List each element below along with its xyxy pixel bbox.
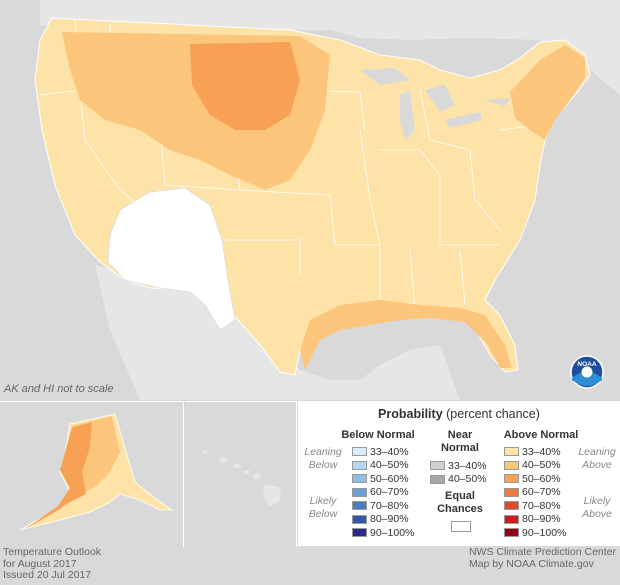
probability-legend: Probability (percent chance) Below Norma…: [298, 401, 620, 546]
footer-caption: Temperature Outlook for August 2017 Issu…: [3, 546, 102, 582]
near-normal-header-line2: Normal: [441, 442, 479, 454]
footer-source: NWS Climate Prediction Center: [468, 546, 616, 558]
below-normal-label: 40–50%: [370, 459, 409, 471]
near-normal-header: Near Normal: [430, 429, 490, 455]
canada-landmass: [40, 0, 620, 95]
above-normal-label: 60–70%: [522, 486, 561, 498]
above-normal-row: 33–40%: [504, 445, 561, 458]
likely-below-label: Likely Below: [302, 495, 344, 521]
below-normal-swatch: [352, 487, 367, 497]
southwest-equal-chances: [107, 187, 236, 331]
equal-chances-header: Equal Chances: [430, 490, 490, 516]
above-normal-row: 50–60%: [504, 472, 561, 485]
below-normal-row: 80–90%: [352, 513, 409, 525]
near-normal-header-line1: Near: [447, 429, 473, 441]
below-normal-header: Below Normal: [341, 429, 415, 441]
likely-below-word2: Below: [308, 508, 338, 520]
near-normal-row: 33–40%: [430, 459, 487, 472]
leaning-above-label: Leaning Above: [576, 446, 618, 472]
below-normal-swatch: [352, 460, 367, 470]
likely-above-word2: Above: [582, 508, 612, 520]
above-normal-row: 90–100%: [504, 526, 567, 539]
above-normal-label: 40–50%: [522, 459, 561, 471]
northern-plains-above-50-60: [190, 42, 300, 130]
leaning-above-word2: Above: [582, 459, 612, 471]
near-normal-swatch: [430, 474, 445, 484]
likely-above-label: Likely Above: [576, 495, 618, 521]
scale-note: AK and HI not to scale: [4, 383, 114, 395]
below-normal-row: 40–50%: [352, 459, 409, 471]
above-normal-swatch: [504, 501, 519, 510]
equal-chances-line1: Equal: [445, 490, 475, 502]
alaska-inset: [0, 401, 184, 547]
hawaii-islands: [202, 450, 281, 506]
below-normal-swatch: [352, 447, 367, 456]
below-normal-row: 70–80%: [352, 499, 409, 512]
below-normal-row: 60–70%: [352, 486, 409, 498]
above-normal-row: 80–90%: [504, 513, 561, 525]
equal-chances-swatch: [451, 521, 471, 532]
likely-above-word1: Likely: [583, 495, 611, 507]
below-normal-label: 80–90%: [370, 513, 409, 525]
footer-credits: NWS Climate Prediction Center Map by NOA…: [468, 546, 616, 570]
mexico-landmass: [95, 265, 460, 400]
near-normal-swatch: [430, 461, 445, 470]
below-normal-label: 60–70%: [370, 486, 409, 498]
below-normal-swatch: [352, 528, 367, 537]
hawaii-inset: [185, 401, 297, 547]
leaning-below-word2: Below: [308, 459, 338, 471]
equal-chances-line2: Chances: [437, 503, 483, 515]
footer-title: Temperature Outlook: [3, 546, 102, 558]
below-normal-swatch: [352, 501, 367, 510]
above-normal-swatch: [504, 474, 519, 483]
above-normal-row: 70–80%: [504, 499, 561, 512]
above-normal-label: 33–40%: [522, 445, 561, 458]
gulf-coast-above-40-50: [300, 300, 512, 370]
below-normal-label: 33–40%: [370, 445, 409, 458]
below-normal-swatch: [352, 474, 367, 483]
above-normal-swatch: [504, 447, 519, 456]
leaning-above-word1: Leaning: [578, 446, 616, 458]
above-normal-label: 70–80%: [522, 499, 561, 512]
below-normal-row: 50–60%: [352, 472, 409, 485]
likely-below-word1: Likely: [309, 495, 337, 507]
above-normal-header: Above Normal: [503, 429, 579, 441]
leaning-below-word1: Leaning: [304, 446, 342, 458]
above-normal-row: 60–70%: [504, 486, 561, 498]
footer-mapby: Map by NOAA Climate.gov: [468, 557, 594, 570]
great-lakes: [360, 68, 510, 140]
below-normal-swatch: [352, 514, 367, 524]
footer-period: for August 2017: [3, 557, 77, 570]
alaska-above-50-60: [25, 422, 92, 529]
above-normal-label: 50–60%: [522, 472, 561, 485]
below-normal-label: 90–100%: [370, 526, 415, 539]
leaning-below-label: Leaning Below: [302, 446, 344, 472]
below-normal-row: 33–40%: [352, 445, 409, 458]
northeast-above-40-50: [510, 45, 585, 140]
below-normal-label: 50–60%: [370, 472, 409, 485]
legend-title-rest: (percent chance): [446, 407, 540, 421]
legend-title: Probability (percent chance): [298, 407, 620, 421]
above-normal-label: 80–90%: [522, 513, 561, 525]
near-normal-label: 40–50%: [448, 473, 487, 485]
near-normal-row: 40–50%: [430, 473, 487, 485]
above-normal-row: 40–50%: [504, 459, 561, 471]
above-normal-label: 90–100%: [522, 526, 567, 539]
above-normal-swatch: [504, 487, 519, 497]
legend-title-bold: Probability: [378, 407, 443, 421]
above-normal-swatch: [504, 514, 519, 524]
noaa-logo: NOAA: [570, 355, 604, 389]
above-normal-swatch: [504, 528, 519, 537]
noaa-logo-text: NOAA: [577, 361, 596, 368]
below-normal-label: 70–80%: [370, 499, 409, 512]
footer-issued: Issued 20 Jul 2017: [3, 569, 92, 581]
near-normal-label: 33–40%: [448, 459, 487, 472]
above-normal-swatch: [504, 460, 519, 470]
conus-map: NOAA: [34, 0, 620, 400]
below-normal-row: 90–100%: [352, 526, 415, 539]
